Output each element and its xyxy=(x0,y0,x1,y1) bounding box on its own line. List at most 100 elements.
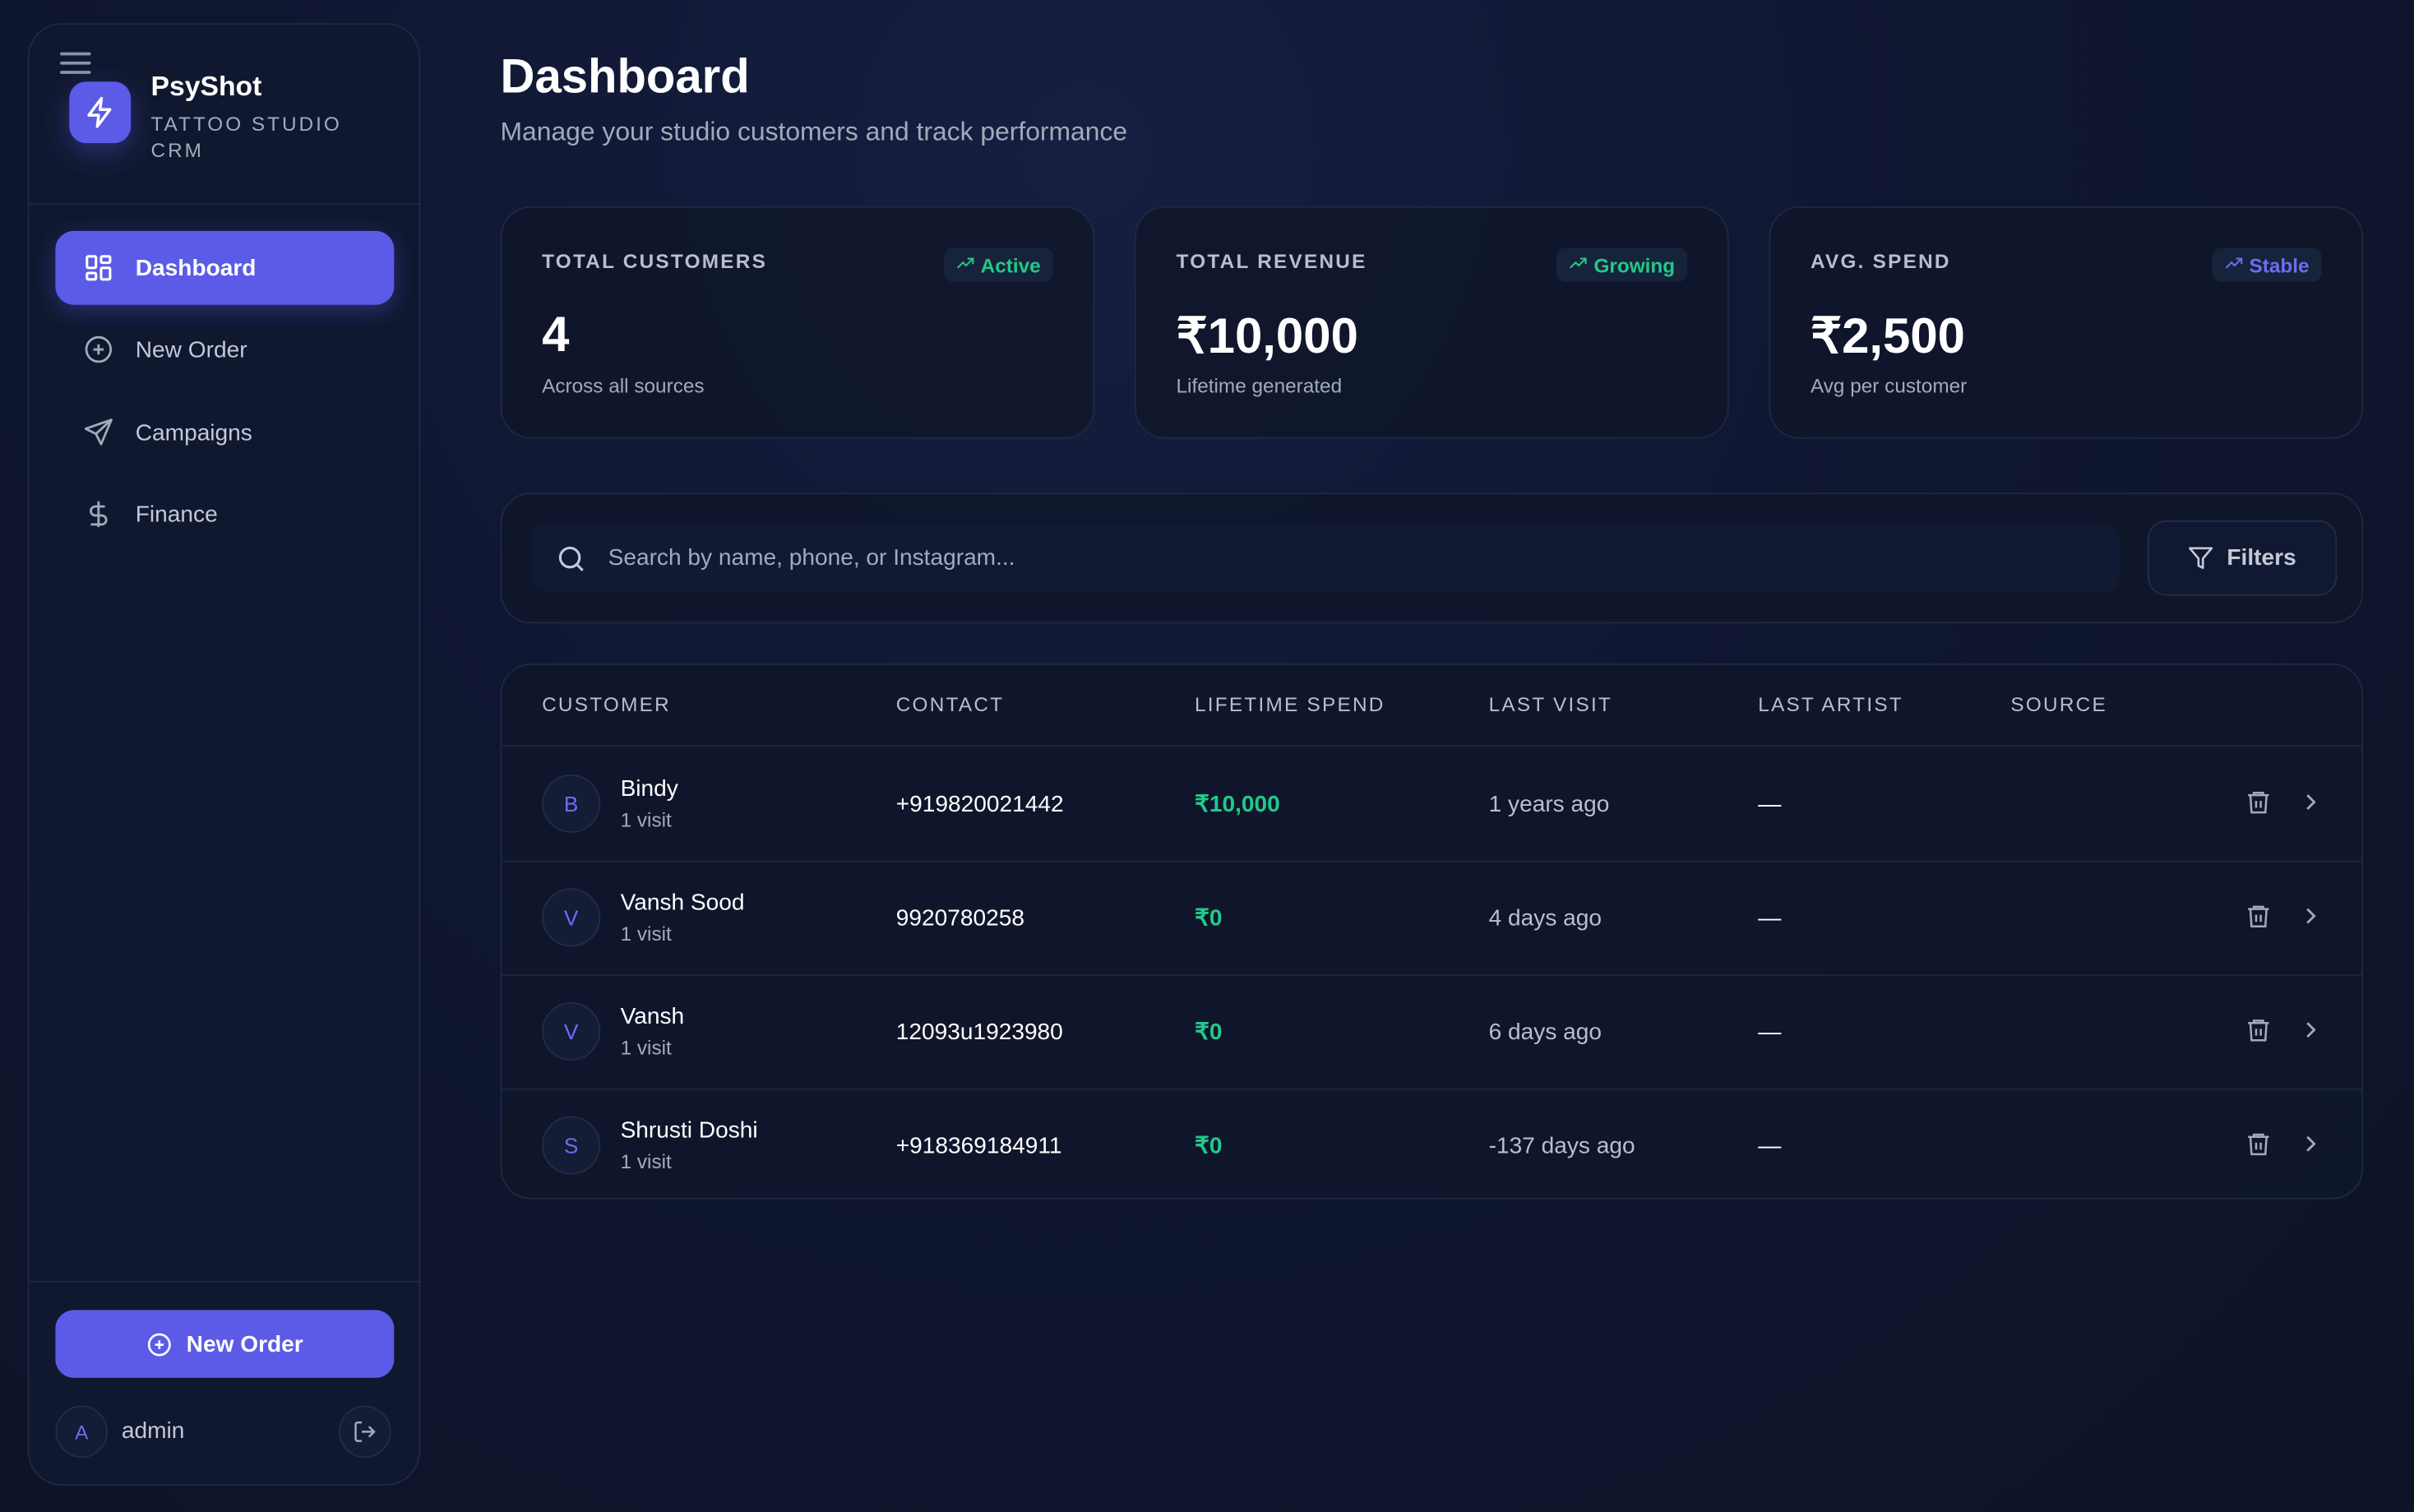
send-icon xyxy=(84,418,113,446)
plus-circle-icon xyxy=(147,1332,171,1356)
layout-grid-icon xyxy=(86,255,112,281)
sidebar-item-dashboard[interactable]: Dashboard xyxy=(55,230,395,305)
total-customers-card: TOTAL CUSTOMERS Active 4 Across all sour… xyxy=(500,206,1095,439)
chevron-right-icon[interactable] xyxy=(2297,902,2325,930)
sidebar-item-label: New Order xyxy=(135,336,247,363)
trash-icon[interactable] xyxy=(2245,1130,2273,1158)
filters-button[interactable]: Filters xyxy=(2147,520,2338,596)
column-header[interactable]: SOURCE xyxy=(2010,692,2107,716)
dollar-icon xyxy=(90,501,108,527)
stat-label: TOTAL CUSTOMERS xyxy=(542,249,768,273)
column-header[interactable]: LAST ARTIST xyxy=(1758,692,1903,716)
brand-tagline: TATTOO STUDIO CRM xyxy=(150,112,342,162)
lifetime-spend: ₹10,000 xyxy=(1194,791,1280,818)
sidebar-item-finance[interactable]: Finance xyxy=(55,477,394,551)
trash-icon[interactable] xyxy=(2245,1016,2273,1044)
filter-icon xyxy=(2189,547,2214,570)
column-header[interactable]: LIFETIME SPEND xyxy=(1194,692,1385,716)
page-title: Dashboard xyxy=(500,49,750,104)
status-badge: Active xyxy=(943,247,1053,282)
brand-name: PsyShot xyxy=(150,71,262,102)
sidebar-item-label: Campaigns xyxy=(135,419,252,446)
sidebar-item-campaigns[interactable]: Campaigns xyxy=(55,395,394,469)
table-row[interactable]: B Bindy 1 visit +919820021442 ₹10,000 1 … xyxy=(502,747,2361,861)
customer-name: Vansh xyxy=(620,1003,685,1030)
stat-caption: Avg per customer xyxy=(1810,373,1968,398)
trending-up-icon xyxy=(956,253,974,276)
customer-contact: 9920780258 xyxy=(895,904,1024,931)
chevron-right-icon[interactable] xyxy=(2297,788,2325,816)
sidebar: PsyShot TATTOO STUDIO CRM Dashboard New … xyxy=(27,23,423,1486)
logout-button[interactable] xyxy=(338,1405,391,1459)
badge-label: Growing xyxy=(1593,253,1676,277)
page-subtitle: Manage your studio customers and track p… xyxy=(500,117,1128,146)
stat-value: ₹10,000 xyxy=(1176,307,1358,363)
column-header[interactable]: LAST VISIT xyxy=(1488,692,1613,716)
table-row[interactable]: V Vansh 1 visit 12093u1923980 ₹0 6 days … xyxy=(502,974,2361,1089)
customers-table: CUSTOMER CONTACT LIFETIME SPEND LAST VISIT L… xyxy=(500,664,2364,1200)
sidebar-item-label: Finance xyxy=(135,501,218,528)
column-header[interactable]: CUSTOMER xyxy=(542,692,671,716)
last-visit: 4 days ago xyxy=(1488,904,1602,931)
last-visit: -137 days ago xyxy=(1488,1132,1635,1158)
sidebar-item-new-order[interactable]: New Order xyxy=(55,312,394,386)
chevron-right-icon[interactable] xyxy=(2297,1016,2325,1044)
user-avatar: A xyxy=(55,1405,109,1459)
logout-icon xyxy=(354,1421,376,1442)
last-artist: — xyxy=(1758,790,1782,817)
status-badge: Stable xyxy=(2212,247,2322,282)
customer-visits: 1 visit xyxy=(620,808,672,832)
customer-name: Bindy xyxy=(620,775,678,802)
customer-contact: +919820021442 xyxy=(895,790,1064,817)
last-artist: — xyxy=(1758,1018,1782,1045)
stat-value: 4 xyxy=(542,306,570,363)
user-name: admin xyxy=(121,1417,185,1445)
customer-name: Shrusti Doshi xyxy=(620,1117,758,1144)
new-order-label: New Order xyxy=(186,1330,303,1357)
customer-visits: 1 visit xyxy=(620,922,672,946)
sidebar-item-label: Dashboard xyxy=(135,254,257,281)
divider xyxy=(502,860,2362,862)
trash-icon[interactable] xyxy=(2245,902,2273,930)
customer-avatar: S xyxy=(542,1116,601,1175)
customer-name: Vansh Sood xyxy=(620,890,745,917)
stat-label: AVG. SPEND xyxy=(1810,249,1951,273)
table-row[interactable]: S Shrusti Doshi 1 visit +918369184911 ₹0… xyxy=(502,1089,2361,1198)
customer-contact: +918369184911 xyxy=(895,1132,1062,1158)
divider xyxy=(29,203,423,206)
table-row[interactable]: V Vansh Sood 1 visit 9920780258 ₹0 4 day… xyxy=(502,861,2361,975)
last-visit: 6 days ago xyxy=(1488,1018,1602,1045)
search-icon xyxy=(558,545,584,571)
trash-icon[interactable] xyxy=(2245,788,2273,816)
last-visit: 1 years ago xyxy=(1488,790,1610,817)
badge-label: Stable xyxy=(2249,253,2310,277)
customer-avatar: V xyxy=(542,1001,601,1061)
new-order-button[interactable]: New Order xyxy=(55,1310,395,1378)
divider xyxy=(502,974,2362,977)
search-panel: Filters xyxy=(500,492,2364,624)
lifetime-spend: ₹0 xyxy=(1194,904,1223,932)
customer-visits: 1 visit xyxy=(620,1036,672,1060)
chevron-right-icon[interactable] xyxy=(2297,1130,2325,1158)
status-badge: Growing xyxy=(1556,247,1688,282)
divider xyxy=(29,1280,423,1283)
divider xyxy=(502,745,2362,747)
customer-avatar: V xyxy=(542,888,601,947)
plus-circle-icon xyxy=(85,335,113,363)
customer-visits: 1 visit xyxy=(620,1149,672,1173)
column-header[interactable]: CONTACT xyxy=(895,692,1005,716)
divider xyxy=(502,1088,2362,1090)
stat-label: TOTAL REVENUE xyxy=(1176,249,1367,273)
stat-caption: Across all sources xyxy=(542,373,705,398)
menu-toggle-button[interactable] xyxy=(60,52,91,74)
lifetime-spend: ₹0 xyxy=(1194,1019,1223,1046)
customer-contact: 12093u1923980 xyxy=(895,1018,1063,1045)
stat-value: ₹2,500 xyxy=(1810,307,1966,363)
trending-up-icon xyxy=(1570,253,1588,276)
search-box xyxy=(530,523,2120,593)
avg-spend-card: AVG. SPEND Stable ₹2,500 Avg per custome… xyxy=(1769,206,2364,439)
total-revenue-card: TOTAL REVENUE Growing ₹10,000 Lifetime g… xyxy=(1134,206,1729,439)
search-input[interactable] xyxy=(608,544,1994,571)
trending-up-icon xyxy=(2225,253,2243,276)
